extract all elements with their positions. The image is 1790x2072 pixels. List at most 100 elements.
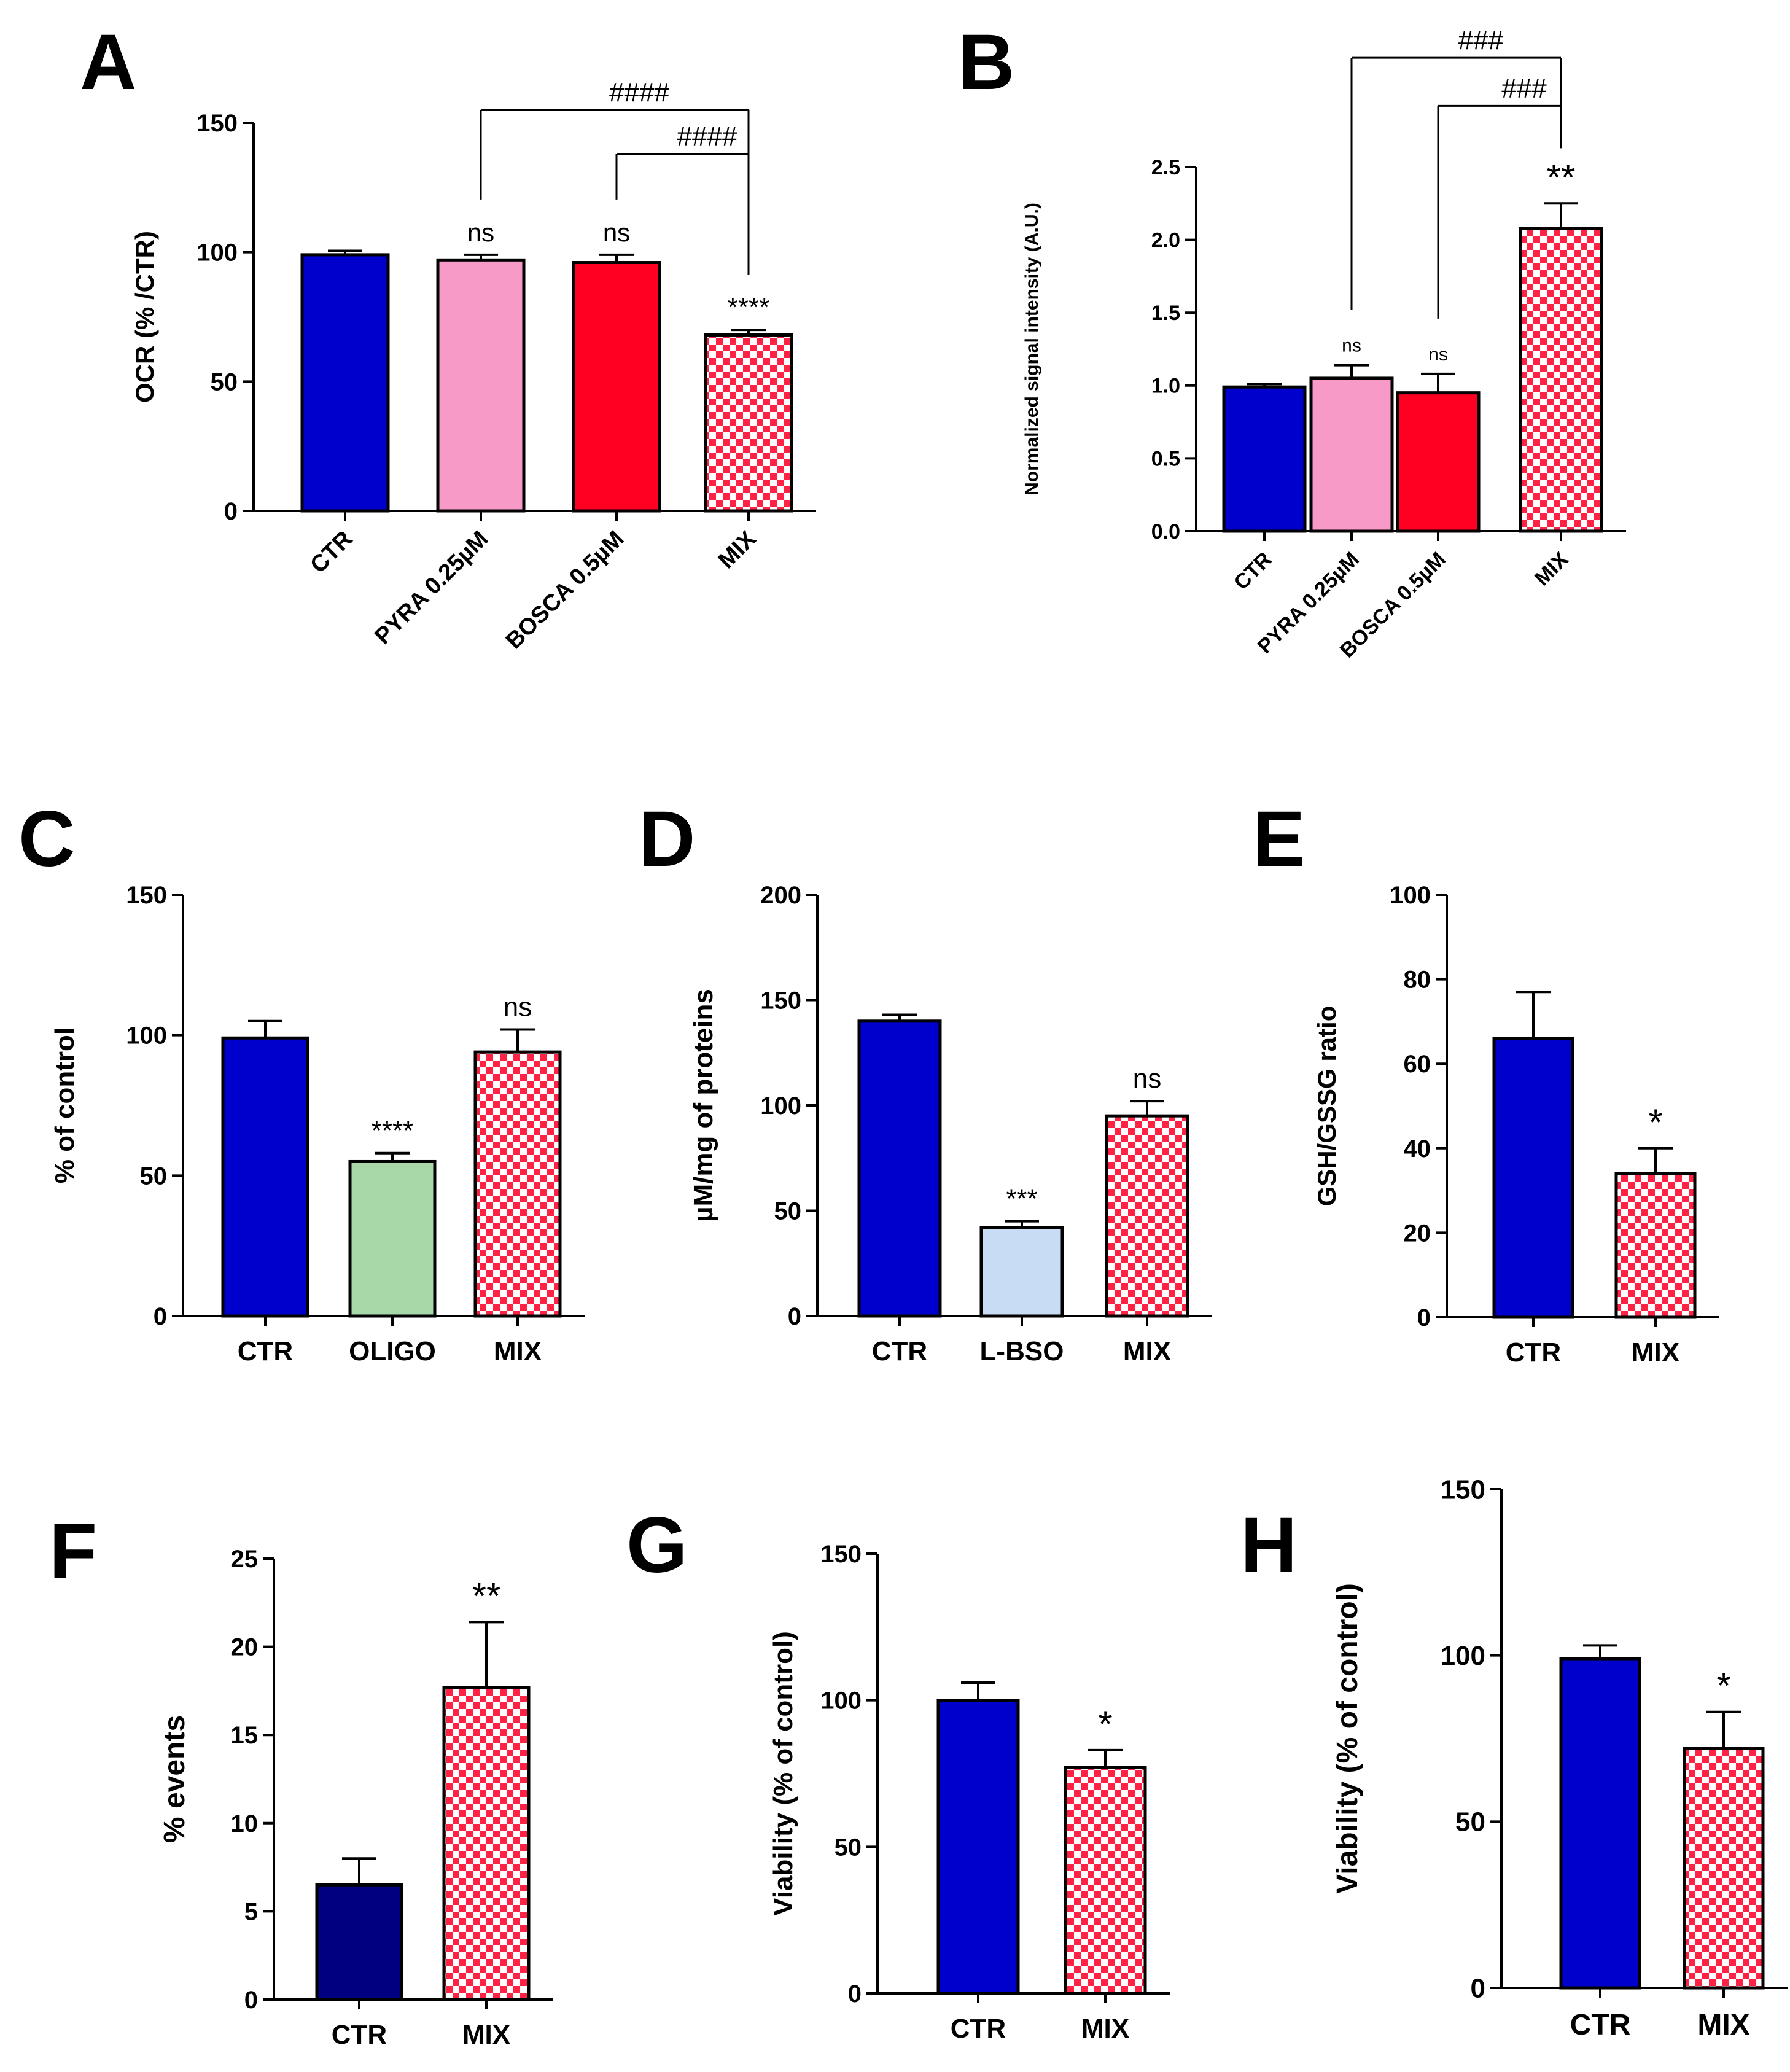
comparison-label: ####	[609, 77, 669, 107]
significance-label: ****	[728, 292, 770, 322]
comparison-label: ####	[677, 122, 737, 152]
bar-mix	[442, 1686, 531, 2001]
y-tick-label: 0	[244, 1987, 258, 2014]
y-tick-label: 100	[820, 1688, 862, 1715]
y-tick-label: 100	[126, 1022, 167, 1050]
significance-label: **	[1547, 157, 1576, 198]
panel-b: B 0.0 0.5 1.0 1.5 2.0 2.5 Normalized signal int…	[958, 18, 1626, 663]
bar-ctr	[1559, 1657, 1641, 1990]
bar-ctr	[1492, 1037, 1574, 1319]
significance-label: ns	[504, 992, 532, 1022]
panel-letter: C	[18, 795, 75, 883]
panel-letter: G	[626, 1501, 688, 1589]
y-tick-label: 100	[1390, 882, 1431, 909]
x-category-label: OLIGO	[349, 1336, 436, 1366]
bar-ctr	[857, 1019, 942, 1318]
y-tick-label: 2.5	[1151, 156, 1180, 179]
bar-mix	[1614, 1172, 1697, 1319]
x-category-label: CTR	[238, 1336, 293, 1366]
bar-ctr	[936, 1699, 1020, 1995]
y-tick-label: 50	[1455, 1807, 1485, 1837]
y-tick-label: 25	[231, 1546, 259, 1573]
y-axis-label: Normalized signal intensity (A.U.)	[1022, 203, 1042, 496]
panel-letter: B	[958, 18, 1014, 106]
y-tick-label: 0	[224, 498, 238, 525]
y-axis-label: % of control	[50, 1027, 80, 1183]
bar-bosca-0-5-m	[572, 261, 661, 513]
x-category-label: BOSCA 0.5µM	[501, 526, 629, 654]
y-tick-label: 0.0	[1151, 520, 1180, 543]
panel-letter: D	[639, 795, 695, 883]
panel-letter: F	[49, 1508, 97, 1595]
bar-l-bso	[979, 1226, 1064, 1318]
panel-d: D 0 50 100 150 200 µM/mg of proteins CTR *** L-BS…	[639, 795, 1212, 1366]
bar-ctr	[300, 253, 390, 513]
y-tick-label: 150	[760, 987, 801, 1015]
bar-ctr	[315, 1883, 403, 2001]
y-tick-label: 100	[1441, 1641, 1485, 1671]
comparison-label: ###	[1458, 25, 1504, 55]
y-tick-label: 50	[774, 1198, 802, 1225]
y-axis-label: Viability (% of control)	[768, 1631, 798, 1916]
y-tick-label: 20	[1404, 1220, 1431, 1247]
y-tick-label: 200	[760, 882, 801, 909]
x-category-label: CTR	[305, 526, 357, 578]
bar-oligo	[348, 1159, 437, 1318]
y-tick-label: 0.5	[1151, 447, 1180, 470]
x-category-label: MIX	[714, 526, 761, 574]
x-category-label: CTR	[872, 1336, 927, 1366]
significance-label: ns	[1342, 336, 1361, 356]
y-tick-label: 150	[1441, 1474, 1485, 1505]
panel-letter: H	[1240, 1501, 1297, 1589]
x-category-label: PYRA 0.25µM	[370, 526, 493, 650]
bar-bosca-0-5-m	[1396, 391, 1481, 533]
significance-label: *	[1098, 1704, 1112, 1745]
x-category-label: CTR	[1570, 2009, 1631, 2041]
significance-label: ns	[1133, 1064, 1161, 1094]
panel-h: H 0 50 100 150 Viability (% of control) CTR * MI…	[1240, 1474, 1788, 2041]
panel-letter: A	[80, 18, 136, 106]
y-tick-label: 0	[154, 1303, 167, 1330]
y-axis-label: % events	[158, 1715, 191, 1843]
comparison-label: ###	[1501, 73, 1547, 103]
y-tick-label: 100	[197, 240, 238, 267]
y-tick-label: 1.0	[1151, 375, 1180, 398]
y-tick-label: 50	[140, 1163, 168, 1190]
x-category-label: MIX	[1123, 1336, 1171, 1366]
significance-label: ns	[603, 218, 630, 247]
y-tick-label: 80	[1404, 967, 1431, 994]
significance-label: ns	[1428, 345, 1448, 365]
bar-pyra-0-25-m	[436, 258, 526, 513]
x-category-label: L-BSO	[980, 1336, 1064, 1366]
bar-mix	[1683, 1747, 1765, 1990]
y-axis-label: OCR (% /CTR)	[130, 231, 159, 403]
y-axis-label: GSH/GSSG ratio	[1312, 1006, 1341, 1207]
y-tick-label: 150	[126, 882, 167, 909]
y-tick-label: 20	[231, 1634, 259, 1661]
y-axis-label: µM/mg of proteins	[688, 989, 718, 1222]
x-category-label: MIX	[462, 2020, 510, 2050]
significance-label: *	[1716, 1665, 1730, 1707]
bar-pyra-0-25-m	[1309, 376, 1394, 533]
x-category-label: MIX	[494, 1336, 542, 1366]
y-tick-label: 15	[231, 1722, 259, 1749]
panel-f: F 0 5 10 15 20 25 % events CTR ** MIX	[49, 1508, 553, 2050]
bar-mix	[1064, 1766, 1147, 1995]
panel-c: C 0 50 100 150 % of control CTR **** OLIGO ns MIX	[18, 795, 585, 1366]
significance-label: ***	[1006, 1184, 1037, 1214]
x-category-label: MIX	[1697, 2009, 1749, 2041]
y-tick-label: 0	[788, 1303, 801, 1330]
y-tick-label: 100	[760, 1092, 801, 1120]
x-category-label: CTR	[1229, 548, 1276, 594]
significance-label: **	[472, 1575, 501, 1616]
bar-mix	[473, 1050, 562, 1318]
x-category-label: CTR	[1506, 1338, 1561, 1368]
panel-e: E 0 20 40 60 80 100 GSH/GSSG ratio CTR * MIX	[1253, 795, 1719, 1368]
y-tick-label: 150	[197, 110, 238, 137]
y-tick-label: 50	[211, 368, 238, 395]
significance-label: ns	[467, 218, 494, 247]
y-tick-label: 0	[1417, 1304, 1431, 1331]
y-tick-label: 1.5	[1151, 302, 1180, 325]
